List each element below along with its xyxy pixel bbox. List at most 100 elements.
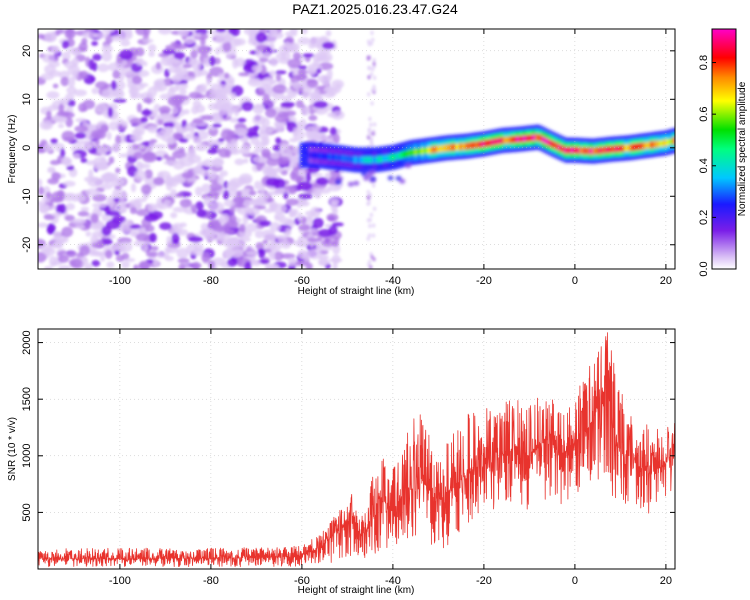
spectrogram-noise-cell: [159, 222, 172, 231]
spectrogram-noise-cell: [254, 180, 262, 190]
snr-x-tick-label: -80: [203, 575, 219, 587]
spectrogram-noise-cell: [119, 49, 133, 60]
spectrogram-noise-cell: [319, 52, 333, 63]
spectrogram-ridge-core: [477, 141, 482, 148]
spectrogram-noise-cell: [96, 146, 108, 155]
spectrogram-noise-cell: [179, 138, 189, 143]
spectrogram-noise-cell: [112, 69, 121, 79]
spectrogram-noise-cell: [223, 72, 230, 79]
spectrogram-noise-cell: [67, 29, 73, 38]
spectrogram-noise-cell: [297, 37, 311, 45]
spectrogram-noise-cell: [268, 70, 276, 77]
spectrogram-noise-cell: [153, 80, 167, 86]
spectrogram-noise-cell: [145, 224, 155, 233]
spectrogram-noise-cell: [90, 129, 104, 139]
spectrogram-ridge-core: [551, 140, 555, 148]
spectrogram-noise-cell: [104, 205, 111, 216]
spectrogram-noise-cell: [272, 144, 281, 152]
spectrogram-noise-cell: [97, 63, 110, 73]
spectrogram-noise-cell: [64, 60, 78, 69]
spectrogram-ridge-core: [525, 134, 530, 142]
spectrogram-noise-cell: [257, 248, 266, 255]
spectrogram-noise-cell: [178, 263, 186, 269]
spectrogram-noise-cell: [128, 88, 137, 95]
spectrogram-noise-cell: [288, 187, 297, 195]
spectrogram-y-tick-label: 10: [21, 93, 33, 105]
spectrogram-noise-cell: [142, 193, 149, 200]
spectrogram-ridge-core: [404, 150, 409, 158]
spectrogram-noise-cell: [366, 236, 371, 241]
spectrogram-noise-cell: [281, 241, 291, 249]
spectrogram-noise-cell: [277, 111, 290, 118]
spectrogram-noise-cell: [105, 249, 113, 259]
spectrogram-noise-cell: [182, 63, 192, 69]
spectrogram-noise-cell: [75, 140, 90, 145]
spectrogram-noise-cell: [164, 246, 172, 254]
spectrogram-noise-cell: [171, 233, 180, 244]
spectrogram-ridge-core: [350, 156, 355, 163]
spectrogram-x-tick-label: 0: [572, 275, 578, 287]
spectrogram-noise-cell: [66, 250, 77, 258]
spectrogram-noise-cell: [75, 194, 86, 202]
spectrogram-noise-cell: [52, 83, 59, 89]
spectrogram-noise-cell: [229, 247, 244, 258]
spectrogram-noise-cell: [193, 68, 203, 78]
spectrogram-noise-cell: [72, 218, 87, 225]
spectrogram-noise-cell: [287, 58, 302, 69]
spectrogram-ridge-core: [337, 154, 342, 162]
spectrogram-noise-cell: [100, 183, 113, 190]
spectrogram-noise-cell: [367, 259, 372, 264]
spectrogram-noise-cell: [227, 76, 235, 84]
spectrogram-noise-cell: [274, 212, 286, 220]
spectrogram-noise-cell: [92, 62, 98, 72]
spectrogram-noise-cell: [237, 117, 247, 123]
snr-y-ticks: 500 1000 1500 2000: [21, 330, 675, 522]
spectrogram-noise-cell: [165, 175, 174, 186]
spectrogram-ridge-core: [643, 142, 648, 150]
spectrogram-noise-cell: [186, 177, 198, 183]
spectrogram-noise-cell: [94, 139, 100, 145]
spectrogram-ridge-core: [509, 136, 514, 144]
spectrogram-ridge-core: [538, 134, 543, 142]
spectrogram-ridge-core: [640, 142, 645, 150]
spectrogram-ridge-core: [522, 135, 527, 142]
spectrogram-noise-cell: [201, 114, 214, 121]
spectrogram-ridge-core: [356, 156, 361, 164]
spectrogram-noise-cell: [265, 108, 277, 118]
spectrogram-noise-cell: [280, 101, 295, 108]
spectrogram-ridge-core: [391, 153, 396, 161]
spectrogram-noise-cell: [53, 230, 62, 240]
spectrogram-noise-cell: [138, 82, 149, 88]
spectrogram-ridge-core: [614, 145, 619, 153]
spectrogram-noise-cell: [75, 118, 87, 123]
spectrogram-noise-cell: [207, 221, 219, 231]
spectrogram-ridge-core: [662, 139, 667, 147]
spectrogram-noise-cell: [57, 123, 65, 129]
spectrogram-ridge-core: [411, 149, 415, 156]
spectrogram-noise-cell: [52, 212, 63, 218]
spectrogram-noise-cell: [278, 217, 292, 224]
spectrogram-noise-cell: [206, 78, 212, 86]
spectrogram-noise-cell: [190, 50, 198, 59]
spectrogram-ridge-core: [583, 147, 587, 155]
colorbar-tick-label: 0.6: [698, 107, 710, 122]
spectrogram-noise-cell: [167, 96, 183, 107]
spectrogram-noise-cell: [82, 31, 98, 39]
spectrogram-noise-cell: [307, 237, 320, 243]
spectrogram-noise-cell: [196, 209, 207, 218]
spectrogram-noise-cell: [366, 195, 371, 200]
spectrogram-ridge-core: [519, 135, 524, 143]
spectrogram-noise-cell: [239, 223, 246, 233]
spectrogram-noise-cell: [201, 183, 212, 194]
spectrogram-noise-cell: [207, 148, 218, 155]
spectrogram-ridge-core: [563, 146, 568, 154]
spectrogram-ridge-core: [637, 143, 641, 150]
spectrogram-noise-cell: [79, 70, 89, 80]
spectrogram-ridge-core: [420, 147, 425, 155]
spectrogram-noise-cell: [372, 206, 377, 211]
spectrogram-noise-cell: [369, 140, 374, 146]
spectrogram-noise-cell: [161, 126, 175, 135]
spectrogram-noise-cell: [147, 203, 157, 213]
snr-x-tick-label: -60: [294, 575, 310, 587]
spectrogram-noise-cell: [272, 84, 287, 94]
